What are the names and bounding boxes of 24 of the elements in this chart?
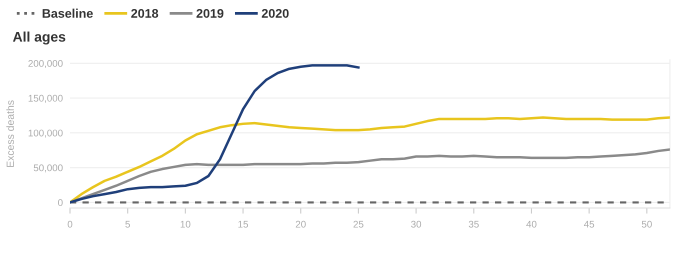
legend-label: 2019 xyxy=(196,8,224,18)
y-tick-label: 0 xyxy=(58,199,63,206)
x-tick-label: 0 xyxy=(68,220,72,228)
y-tick-label: 150,000 xyxy=(28,94,63,103)
y-tick-label: 100,000 xyxy=(28,130,63,138)
line-series xyxy=(70,64,360,204)
x-tick-label: 15 xyxy=(238,220,248,228)
x-tick-label: 30 xyxy=(411,220,422,228)
legend-label: Baseline xyxy=(42,8,93,18)
y-tick-label: 50,000 xyxy=(34,164,63,172)
line-series xyxy=(70,116,670,204)
x-tick-label: 40 xyxy=(526,220,536,228)
x-tick-label: 45 xyxy=(584,220,594,228)
x-tick-label: 50 xyxy=(642,220,652,228)
legend-label: 2020 xyxy=(262,8,289,18)
x-tick-label: 35 xyxy=(468,220,479,228)
x-tick-label: 10 xyxy=(180,220,190,228)
x-tick-label: 25 xyxy=(353,220,364,228)
y-tick-label: 200,000 xyxy=(28,60,63,68)
x-tick-label: 5 xyxy=(125,220,130,228)
legend-label: 2018 xyxy=(131,8,158,18)
x-tick-label: 20 xyxy=(296,220,306,228)
y-axis-title: Excess deaths xyxy=(6,100,14,167)
chart-title: All ages xyxy=(12,32,66,45)
